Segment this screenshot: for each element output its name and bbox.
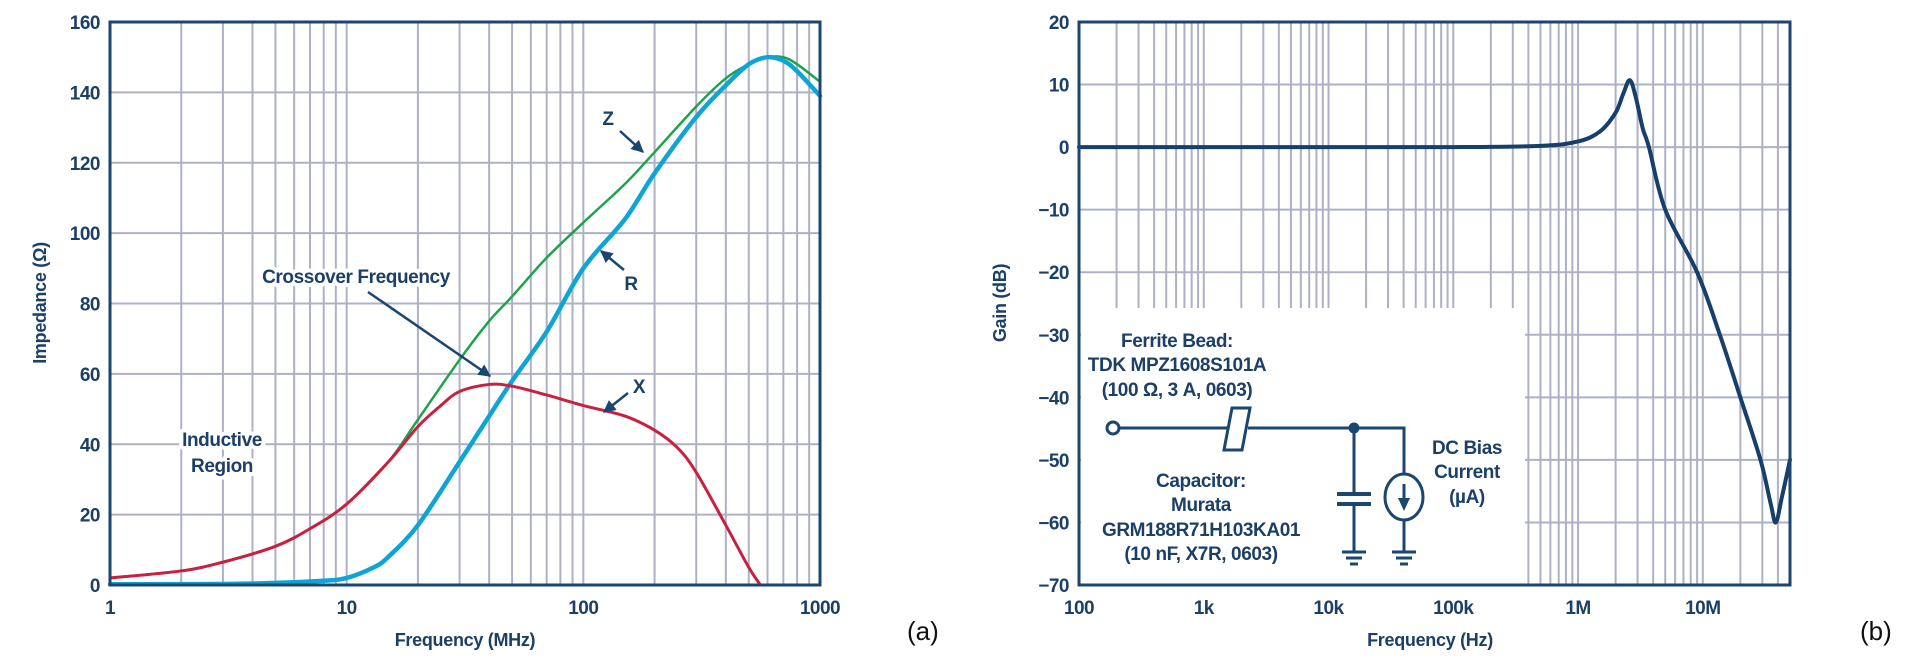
cap-label-1: Capacitor: [1156,471,1246,492]
x-tick-label: 10 [337,598,357,619]
x-axis-title: Frequency (Hz) [1367,630,1493,650]
z-arrow [619,130,644,153]
y-tick-label: 10 [1049,76,1069,97]
x-arrow [603,392,629,413]
x-axis-title: Frequency (MHz) [395,630,536,650]
curves [1077,78,1792,525]
y-tick-label: −30 [1038,326,1069,347]
y-tick-label: −40 [1038,388,1069,409]
cap-label-2: Murata [1171,495,1232,516]
y-tick-label: −10 [1038,201,1069,222]
x-tick-label: 100 [1064,598,1094,619]
x-curve-label: X [633,377,646,398]
plot-frame [108,20,822,587]
series-x-line [108,382,762,587]
panel-label-b: (b) [1860,616,1892,646]
wire [1248,426,1406,475]
inset-background [1081,308,1525,584]
current-arrow-head [1398,498,1410,511]
panel-label-a: (a) [907,616,939,646]
bead-label-2: TDK MPZ1608S101A [1088,355,1267,376]
circuit-inset: Ferrite Bead: TDK MPZ1608S101A (100 Ω, 3… [1084,327,1507,569]
cap-label-4: (10 nF, X7R, 0603) [1124,544,1277,565]
x-tick-labels: 100 1k 10k 100k 1M 10M [1064,598,1721,619]
x-tick-label: 1 [105,598,116,619]
y-tick-label: −50 [1038,451,1069,472]
y-tick-label: 20 [80,506,100,527]
series-r-line [107,54,823,587]
grid [110,22,820,585]
bead-label-1: Ferrite Bead: [1121,331,1233,352]
cap-label-3: GRM188R71H103KA01 [1102,520,1301,541]
y-tick-label: −70 [1038,576,1069,597]
y-axis-title: Impedance (Ω) [30,242,50,364]
x-tick-label: 10k [1313,598,1344,619]
ground-icon [1342,550,1366,566]
y-tick-label: 0 [1059,138,1069,159]
y-tick-label: 60 [80,365,100,386]
y-axis-title: Gain (dB) [990,264,1010,343]
curves [107,54,823,587]
y-tick-label: 120 [70,154,100,175]
x-tick-label: 10M [1685,598,1720,619]
ferrite-bead-icon [1222,406,1252,452]
y-tick-labels: 0 20 40 60 80 100 120 140 160 [70,13,101,597]
inductive-region-line2: Region [191,456,253,477]
y-tick-label: 80 [80,295,100,316]
bias-label-2: Current [1434,462,1501,483]
z-curve-label: Z [602,109,614,130]
bias-label-3: (µA) [1449,487,1485,508]
r-curve-label: R [624,274,638,295]
plot-frame [1077,20,1792,587]
r-arrow [600,250,625,271]
y-tick-label: 140 [70,83,100,104]
input-terminal-icon [1105,420,1121,436]
crossover-annotation: Crossover Frequency [262,267,451,288]
x-tick-label: 1k [1194,598,1215,619]
y-tick-label: 100 [70,224,100,245]
bias-label-1: DC Bias [1432,438,1502,459]
impedance-chart: 0 20 40 60 80 100 120 140 160 1 10 100 1000 Frequen… [30,13,939,650]
inductive-region-line1: Inductive [182,430,262,451]
x-tick-labels: 1 10 100 1000 [105,598,841,619]
x-tick-label: 100k [1433,598,1474,619]
bead-label-3: (100 Ω, 3 A, 0603) [1102,380,1253,401]
y-tick-label: 20 [1049,13,1069,34]
y-tick-label: −20 [1038,263,1069,284]
crossover-arrow [367,290,492,378]
y-tick-label: −60 [1038,513,1069,534]
y-tick-label: 160 [70,13,100,34]
gain-curve [1077,78,1792,525]
y-tick-label: 40 [80,435,100,456]
ground-icon [1392,550,1416,566]
x-tick-label: 1M [1565,598,1590,619]
y-tick-labels: −70 −60 −50 −40 −30 −20 −10 0 10 20 [1038,13,1069,597]
x-tick-label: 100 [568,598,598,619]
y-tick-label: 0 [90,576,100,597]
x-tick-label: 1000 [800,598,840,619]
